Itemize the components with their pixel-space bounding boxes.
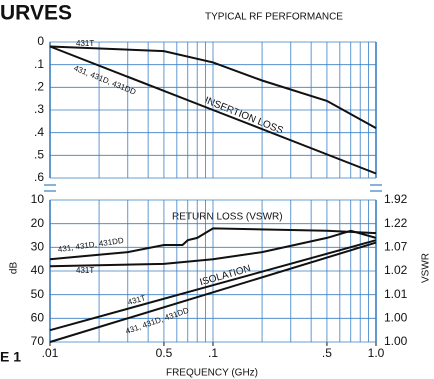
y-tick-label: 40 <box>31 263 45 277</box>
x-tick-label: 0.5 <box>156 346 173 360</box>
y2-tick-label: 1.07 <box>384 240 408 254</box>
line-series <box>49 229 377 268</box>
page-title: URVES <box>0 2 72 25</box>
x-tick-label: .5 <box>322 346 332 360</box>
line-series <box>49 239 377 332</box>
y-tick-label: .6 <box>34 170 44 184</box>
y2-tick-label: 1.01 <box>384 287 408 301</box>
line-series <box>49 241 377 343</box>
series-label: 431T <box>76 39 94 48</box>
y-tick-label: .3 <box>34 102 44 116</box>
x-tick-label: .1 <box>208 346 218 360</box>
y-tick-label: 60 <box>31 311 45 325</box>
y-tick-label: 30 <box>31 240 45 254</box>
y-tick-label: .5 <box>34 148 44 162</box>
annotation: INSERTION LOSS <box>203 95 285 137</box>
y-tick-label: 50 <box>31 287 45 301</box>
y-tick-label: 20 <box>31 216 45 230</box>
y2-tick-label: 1.02 <box>384 263 408 277</box>
line-series <box>49 45 377 129</box>
series-label: 431T <box>76 266 94 275</box>
subtitle: TYPICAL RF PERFORMANCE <box>205 12 343 23</box>
y-tick-label: 10 <box>31 192 45 206</box>
axis-break <box>44 184 382 192</box>
x-axis-label: FREQUENCY (GHz) <box>166 368 258 379</box>
y2-tick-label: 1.22 <box>384 216 408 230</box>
y-tick-label: .1 <box>34 57 44 71</box>
y-tick-label: .4 <box>34 125 44 139</box>
y-axis-label: dB <box>9 262 20 275</box>
y-tick-label: 0 <box>37 34 44 48</box>
series-label: 431, 431D, 431DD <box>57 236 124 254</box>
x-tick-label: .01 <box>42 346 59 360</box>
line-series <box>49 45 377 175</box>
y2-tick-label: 1.00 <box>384 311 408 325</box>
y2-axis-label: VSWR <box>421 253 432 283</box>
figure-label: E 1 <box>0 349 21 365</box>
y-tick-label: 70 <box>31 334 45 348</box>
x-tick-label: 1.0 <box>368 346 385 360</box>
y-tick-label: .2 <box>34 80 44 94</box>
y2-tick-label: 1.92 <box>384 192 408 206</box>
annotation: RETURN LOSS (VSWR) <box>172 212 283 223</box>
y2-tick-label: 1.00 <box>384 334 408 348</box>
line-series <box>49 227 377 261</box>
